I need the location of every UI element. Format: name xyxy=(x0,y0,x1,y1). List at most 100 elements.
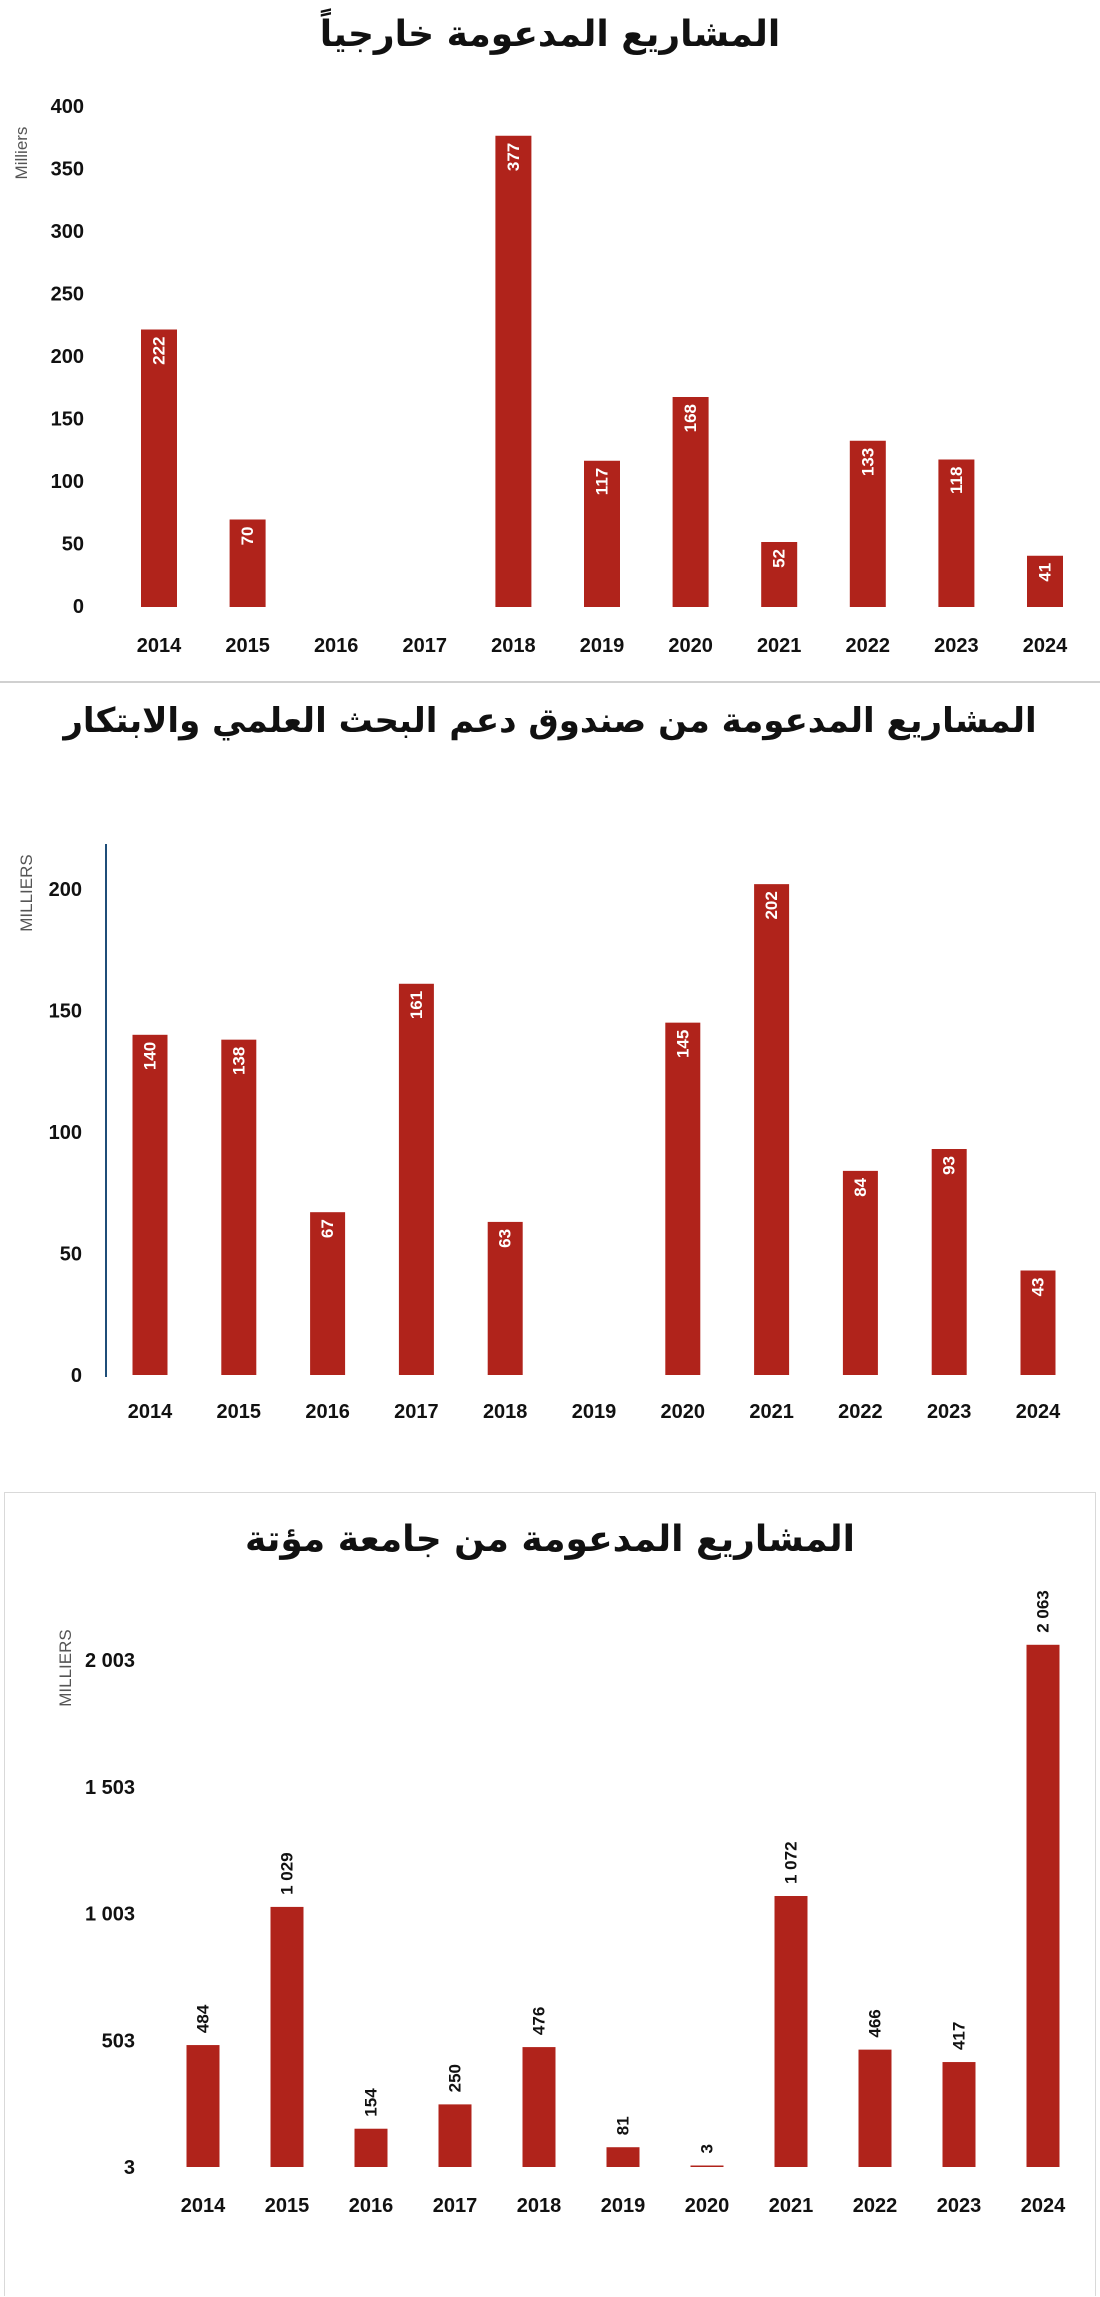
bar-2014 xyxy=(141,329,177,607)
bar-2020 xyxy=(665,1022,701,1375)
data-label-2022: 466 xyxy=(866,2009,885,2037)
x-tick-label: 2017 xyxy=(433,2195,478,2217)
data-label-2022: 133 xyxy=(858,448,877,476)
data-label-2015: 70 xyxy=(238,527,257,546)
x-tick-label: 2016 xyxy=(305,1401,350,1423)
x-tick-label: 2023 xyxy=(934,635,979,657)
x-tick-label: 2016 xyxy=(349,2195,394,2217)
x-tick-label: 2018 xyxy=(483,1401,528,1423)
data-label-2023: 93 xyxy=(940,1156,959,1175)
x-tick-label: 2022 xyxy=(853,2195,898,2217)
x-tick-label: 2022 xyxy=(846,635,891,657)
bar-2014 xyxy=(186,2045,220,2167)
x-tick-label: 2016 xyxy=(314,635,359,657)
data-label-2024: 41 xyxy=(1036,563,1055,582)
y-tick-label: 0 xyxy=(71,1365,82,1387)
x-tick-label: 2017 xyxy=(403,635,448,657)
y-tick-label: 300 xyxy=(51,221,84,243)
data-label-2024: 43 xyxy=(1029,1278,1048,1297)
x-tick-label: 2021 xyxy=(757,635,802,657)
data-label-2014: 140 xyxy=(141,1042,160,1070)
bar-2017 xyxy=(438,2104,472,2167)
bar-2022 xyxy=(842,1170,878,1375)
y-tick-label: 400 xyxy=(51,96,84,118)
x-tick-label: 2015 xyxy=(265,2195,310,2217)
bar-chart-mutah-university: MILLIERS 3 503 1 003 1 503 2 003 2014 484 2015 1 … xyxy=(56,1590,1066,2217)
chart-title-mutah-university: المشاريع المدعومة من جامعة مؤتة xyxy=(245,1519,855,1560)
x-tick-label: 2015 xyxy=(217,1401,262,1423)
bar-2024 xyxy=(1020,1270,1056,1375)
data-label-2014: 484 xyxy=(194,2004,213,2033)
bar-2023 xyxy=(942,2062,976,2167)
bar-2020 xyxy=(690,2165,724,2167)
data-label-2016: 154 xyxy=(362,2088,381,2117)
data-label-2023: 118 xyxy=(947,467,966,494)
x-tick-label: 2019 xyxy=(601,2195,646,2217)
y-tick-label: 200 xyxy=(49,879,82,901)
chart-title-external: المشاريع المدعومة خارجياً xyxy=(319,14,781,55)
bar-2015 xyxy=(221,1039,257,1375)
y-axis-unit-label: Milliers xyxy=(12,127,31,180)
y-tick-label: 2 003 xyxy=(85,1650,135,1672)
y-tick-label: 100 xyxy=(49,1122,82,1144)
x-tick-label: 2021 xyxy=(769,2195,814,2217)
y-axis-unit-label: MILLIERS xyxy=(56,1629,75,1706)
data-label-2021: 52 xyxy=(770,549,789,568)
data-label-2020: 168 xyxy=(681,404,700,432)
bar-2019 xyxy=(606,2147,640,2167)
data-label-2020: 145 xyxy=(673,1030,692,1058)
data-label-2016: 67 xyxy=(318,1219,337,1238)
data-label-2019: 81 xyxy=(614,2116,633,2135)
y-tick-label: 150 xyxy=(51,409,84,431)
data-label-2015: 1 029 xyxy=(278,1852,297,1895)
y-tick-label: 1 503 xyxy=(85,1777,135,1799)
x-tick-label: 2023 xyxy=(927,1401,972,1423)
chart-panel-research-fund: المشاريع المدعومة من صندوق دعم البحث الع… xyxy=(0,683,1100,1488)
y-tick-label: 100 xyxy=(51,471,84,493)
y-tick-label: 50 xyxy=(62,534,84,556)
data-label-2022: 84 xyxy=(851,1177,870,1196)
y-tick-label: 0 xyxy=(73,596,84,618)
y-tick-label: 1 003 xyxy=(85,1904,135,1926)
x-tick-label: 2024 xyxy=(1023,635,1068,657)
bar-2021 xyxy=(754,884,790,1375)
x-tick-label: 2023 xyxy=(937,2195,982,2217)
bar-2018 xyxy=(495,135,532,607)
data-label-2018: 63 xyxy=(496,1229,515,1248)
y-tick-label: 250 xyxy=(51,284,84,306)
x-tick-label: 2017 xyxy=(394,1401,439,1423)
bar-2016 xyxy=(310,1212,346,1375)
data-label-2017: 250 xyxy=(446,2064,465,2092)
bar-2023 xyxy=(931,1149,967,1375)
x-tick-label: 2021 xyxy=(749,1401,794,1423)
x-tick-label: 2024 xyxy=(1016,1401,1061,1423)
bar-2022 xyxy=(849,440,886,607)
y-tick-label: 150 xyxy=(49,1001,82,1023)
bar-2019 xyxy=(584,460,620,607)
data-label-2018: 377 xyxy=(504,143,523,171)
x-tick-label: 2015 xyxy=(225,635,270,657)
data-label-2023: 417 xyxy=(950,2022,969,2050)
bar-2021 xyxy=(774,1896,808,2167)
bar-2022 xyxy=(858,2049,892,2167)
x-tick-label: 2020 xyxy=(668,635,713,657)
x-tick-label: 2024 xyxy=(1021,2195,1066,2217)
x-tick-label: 2022 xyxy=(838,1401,883,1423)
data-label-2024: 2 063 xyxy=(1034,1590,1053,1633)
data-label-2018: 476 xyxy=(530,2007,549,2035)
y-tick-label: 350 xyxy=(51,159,84,181)
bar-2024 xyxy=(1027,555,1063,607)
bar-2016 xyxy=(354,2128,388,2167)
bar-2021 xyxy=(761,542,798,607)
chart-panel-external: المشاريع المدعومة خارجياً Milliers 0 50 100… xyxy=(0,0,1100,682)
bar-2020 xyxy=(672,397,709,607)
bar-2015 xyxy=(270,1906,304,2167)
x-tick-label: 2014 xyxy=(137,635,182,657)
x-tick-label: 2014 xyxy=(181,2195,226,2217)
bar-2015 xyxy=(229,519,266,607)
bar-chart-external: Milliers 0 50 100 150 200 250 300 350 400 2014 222 2… xyxy=(12,96,1068,657)
x-tick-label: 2020 xyxy=(685,2195,730,2217)
bar-2018 xyxy=(522,2047,556,2167)
x-tick-label: 2014 xyxy=(128,1401,173,1423)
panel-divider xyxy=(0,681,1100,683)
